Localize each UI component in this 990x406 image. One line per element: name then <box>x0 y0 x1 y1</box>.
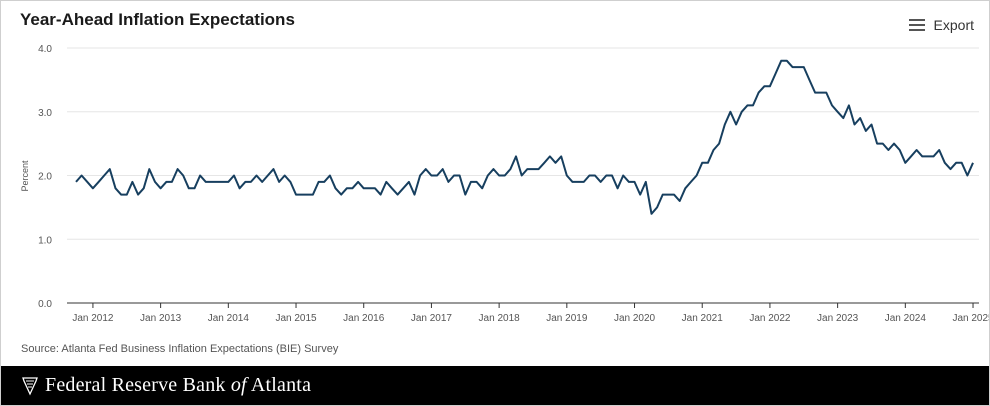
footer-brand: Federal Reserve Bank of Atlanta <box>45 374 312 396</box>
export-label: Export <box>933 17 974 33</box>
chart-title: Year-Ahead Inflation Expectations <box>20 10 295 29</box>
x-tick-label: Jan 2014 <box>208 313 250 324</box>
line-chart: 0.0 1.0 2.0 3.0 4.0 Percent Jan 2012 Jan 2013… <box>20 44 989 324</box>
fed-eagle-logo-icon <box>22 376 38 396</box>
x-tick-label: Jan 2024 <box>885 313 927 324</box>
x-tick-label: Jan 2018 <box>479 313 521 324</box>
x-tick-label: Jan 2023 <box>817 313 859 324</box>
x-tick-label: Jan 2019 <box>546 313 588 324</box>
series-line <box>75 59 974 215</box>
footer-bar: Federal Reserve Bank of Atlanta <box>1 366 989 405</box>
x-axis-ticks: Jan 2012 Jan 2013 Jan 2014 Jan 2015 Jan 2016… <box>72 303 989 324</box>
x-tick-label: Jan 2020 <box>614 313 656 324</box>
x-tick-label: Jan 2021 <box>682 313 724 324</box>
x-tick-label: Jan 2022 <box>749 313 791 324</box>
x-tick-label: Jan 2015 <box>275 313 317 324</box>
export-button[interactable]: Export <box>908 17 974 33</box>
x-tick-label: Jan 2012 <box>72 313 114 324</box>
x-tick-label: Jan 2025 <box>952 313 989 324</box>
x-tick-label: Jan 2016 <box>343 313 385 324</box>
y-tick-label: 4.0 <box>38 44 52 55</box>
y-tick-label: 3.0 <box>38 108 52 119</box>
y-tick-label: 1.0 <box>38 235 52 246</box>
y-axis-ticks: 0.0 1.0 2.0 3.0 4.0 <box>38 44 52 310</box>
y-tick-label: 2.0 <box>38 172 52 183</box>
source-note: Source: Atlanta Fed Business Inflation E… <box>21 343 339 355</box>
x-tick-label: Jan 2013 <box>140 313 182 324</box>
menu-icon <box>908 19 925 31</box>
x-tick-label: Jan 2017 <box>411 313 453 324</box>
grid-lines <box>67 47 979 240</box>
y-axis-label: Percent <box>20 160 30 192</box>
y-tick-label: 0.0 <box>38 299 52 310</box>
